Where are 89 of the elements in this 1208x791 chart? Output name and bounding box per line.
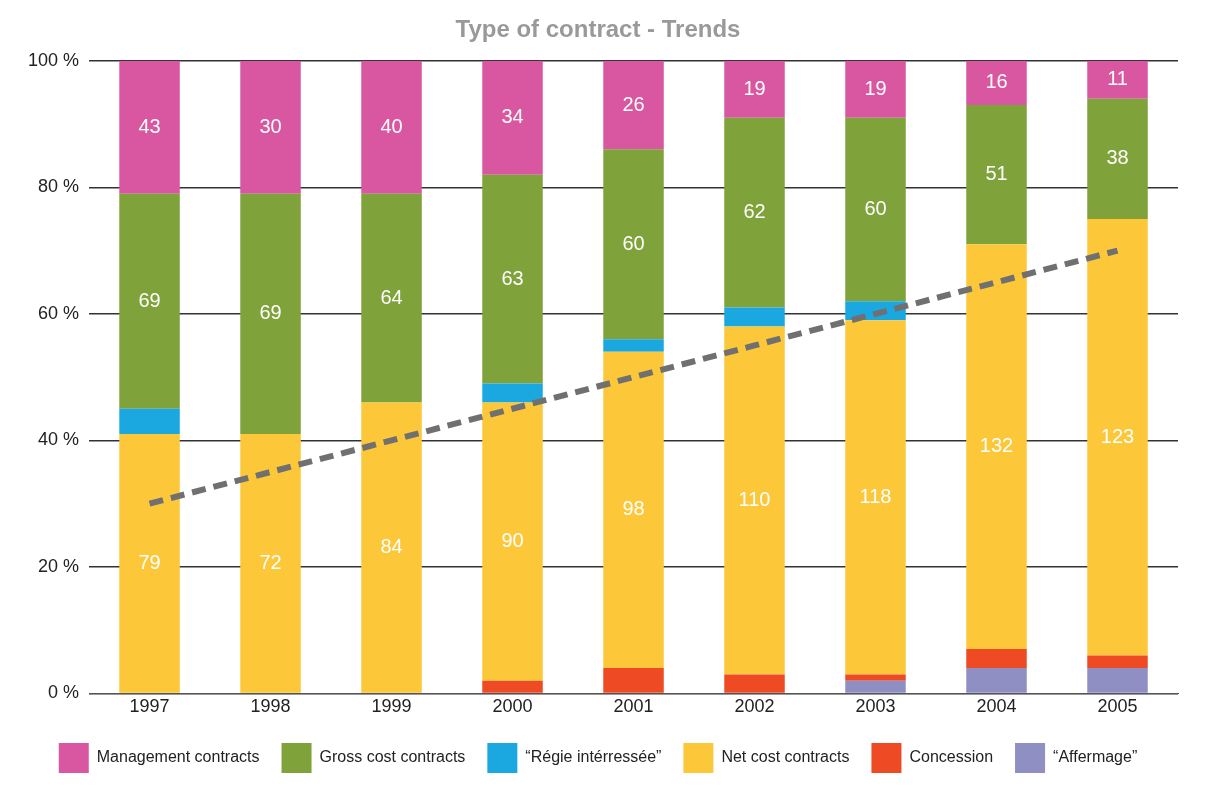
bar [119,60,180,194]
annotation: 26 [622,92,645,115]
bar [119,408,180,435]
legend-label: Gross cost contracts [319,748,466,766]
annotation: 118 [859,484,892,507]
bar [845,320,906,675]
annotation: 16 [985,70,1008,93]
bar [966,649,1027,669]
annotation: 72 [259,551,282,574]
bar [1087,60,1148,99]
bar [966,105,1027,245]
x-tick-label: 2002 [734,696,775,717]
bar [603,60,664,150]
bar [966,244,1027,650]
bar [845,60,906,118]
bar [966,668,1027,693]
annotation: 84 [380,535,403,558]
annotation: 62 [743,200,766,223]
bar [724,674,785,693]
bar [1087,218,1148,656]
x-tick-label: 1997 [129,696,170,717]
y-tick-label: 0 % [48,682,80,703]
y-tick-label: 40 % [38,429,80,450]
annotation: 51 [985,162,1008,185]
legend-label: “Régie intérressée” [525,748,662,766]
bar [361,60,422,194]
x-tick-label: 2003 [855,696,896,717]
annotation: 90 [501,529,524,552]
annotation: 79 [138,551,161,574]
bar [240,193,301,435]
bar [119,193,180,409]
bar [724,326,785,675]
x-tick-label: 2005 [1097,696,1138,717]
bar [482,174,543,384]
x-tick-label: 2004 [976,696,1017,717]
y-tick-label: 60 % [38,302,80,323]
y-tick-label: 100 % [27,49,80,70]
legend-label: Net cost contracts [721,748,850,766]
annotation: 63 [501,266,524,289]
annotation: 69 [138,288,161,311]
bar [482,60,543,175]
bar [482,402,543,681]
bar [482,383,543,403]
bar [1087,655,1148,669]
annotation: 98 [622,497,645,520]
annotation: 40 [380,114,403,137]
annotation: 60 [864,196,887,219]
bar [1087,668,1148,693]
bar [119,434,180,693]
y-tick-label: 20 % [38,555,80,576]
bar [240,60,301,194]
bar [361,193,422,403]
bar [361,402,422,693]
annotation: 69 [259,301,282,324]
annotation: 19 [864,76,887,99]
bar [845,680,906,693]
annotation: 110 [738,487,771,510]
annotation: 38 [1106,146,1129,169]
x-tick-label: 1999 [371,696,412,717]
annotation: 19 [743,76,766,99]
annotation: 11 [1107,67,1128,90]
annotation: 43 [138,114,161,137]
bar [603,149,664,340]
legend-label: Management contracts [96,748,260,766]
annotation: 64 [380,285,403,308]
annotation: 123 [1100,424,1135,447]
bar [845,674,906,681]
bar [724,307,785,327]
y-tick-label: 80 % [38,176,80,197]
chart-title: Type of contract - Trends [455,15,741,43]
bar [724,117,785,308]
bar [724,60,785,118]
annotation: 132 [979,434,1014,457]
bar [1087,98,1148,219]
x-tick-label: 2001 [613,696,654,717]
x-tick-label: 1998 [250,696,291,717]
bar [240,434,301,693]
bar [603,668,664,693]
bar [482,680,543,693]
bar [845,117,906,302]
legend-label: “Affermage” [1053,748,1138,766]
bar [603,339,664,352]
bar [603,351,664,669]
annotation: 34 [501,105,524,128]
annotation: 30 [259,114,282,137]
bar [966,60,1027,106]
annotation: 60 [622,231,645,254]
legend-label: Concession [909,748,994,766]
x-tick-label: 2000 [492,696,533,717]
